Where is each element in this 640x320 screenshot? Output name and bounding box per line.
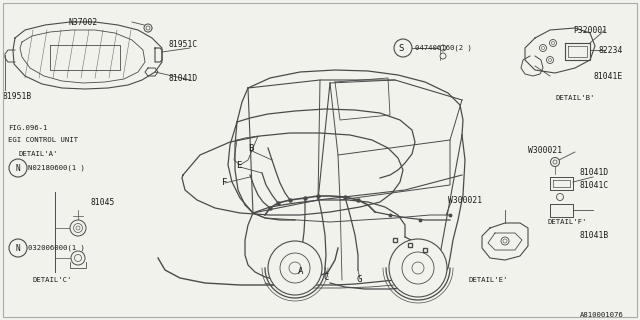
Text: A: A bbox=[298, 268, 303, 276]
Text: N: N bbox=[16, 244, 20, 252]
Text: DETAIL'C': DETAIL'C' bbox=[32, 277, 72, 283]
Text: EGI CONTROL UNIT: EGI CONTROL UNIT bbox=[8, 137, 78, 143]
Text: 81045: 81045 bbox=[90, 197, 115, 206]
Text: S: S bbox=[398, 44, 404, 52]
Circle shape bbox=[503, 239, 507, 243]
Text: E: E bbox=[236, 161, 241, 170]
Circle shape bbox=[541, 46, 545, 50]
Circle shape bbox=[557, 194, 563, 201]
Text: 81041E: 81041E bbox=[594, 71, 623, 81]
Text: G: G bbox=[356, 276, 362, 284]
Text: N37002: N37002 bbox=[68, 18, 97, 27]
Text: N: N bbox=[16, 164, 20, 172]
Text: W300021: W300021 bbox=[448, 196, 482, 204]
Circle shape bbox=[389, 239, 447, 297]
Circle shape bbox=[146, 26, 150, 30]
Text: 047406160(2 ): 047406160(2 ) bbox=[415, 45, 472, 51]
Text: 81041D: 81041D bbox=[168, 74, 197, 83]
Circle shape bbox=[540, 44, 547, 52]
Text: A810001076: A810001076 bbox=[580, 312, 624, 318]
Circle shape bbox=[280, 253, 310, 283]
Text: 81951C: 81951C bbox=[168, 39, 197, 49]
Text: 81041C: 81041C bbox=[580, 180, 609, 189]
Circle shape bbox=[71, 251, 85, 265]
Text: N02180600(1 ): N02180600(1 ) bbox=[28, 165, 85, 171]
Text: 032006000(1 ): 032006000(1 ) bbox=[28, 245, 85, 251]
Circle shape bbox=[547, 57, 554, 63]
Circle shape bbox=[440, 53, 446, 59]
Text: F: F bbox=[222, 178, 227, 187]
Circle shape bbox=[552, 42, 554, 44]
Circle shape bbox=[548, 59, 552, 61]
Text: W300021: W300021 bbox=[528, 146, 562, 155]
Circle shape bbox=[550, 157, 559, 166]
Circle shape bbox=[70, 220, 86, 236]
Circle shape bbox=[268, 241, 322, 295]
Text: P320001: P320001 bbox=[573, 26, 607, 35]
Circle shape bbox=[74, 254, 81, 261]
Circle shape bbox=[74, 223, 83, 233]
Text: B: B bbox=[248, 143, 253, 153]
Circle shape bbox=[402, 252, 434, 284]
Text: 82234: 82234 bbox=[598, 45, 623, 54]
Circle shape bbox=[412, 262, 424, 274]
Circle shape bbox=[553, 160, 557, 164]
Circle shape bbox=[501, 237, 509, 245]
Text: DETAIL'E': DETAIL'E' bbox=[468, 277, 508, 283]
Text: DETAIL'F': DETAIL'F' bbox=[548, 219, 588, 225]
Text: DETAIL'A': DETAIL'A' bbox=[18, 151, 58, 157]
Circle shape bbox=[440, 45, 446, 51]
Text: 81041B: 81041B bbox=[580, 230, 609, 239]
Circle shape bbox=[394, 39, 412, 57]
Text: DETAIL'B': DETAIL'B' bbox=[555, 95, 595, 101]
Text: 81951B: 81951B bbox=[2, 92, 31, 100]
Circle shape bbox=[9, 159, 27, 177]
Circle shape bbox=[550, 39, 557, 46]
Circle shape bbox=[144, 24, 152, 32]
Text: FIG.096-1: FIG.096-1 bbox=[8, 125, 47, 131]
Circle shape bbox=[289, 262, 301, 274]
Circle shape bbox=[9, 239, 27, 257]
Text: 81041D: 81041D bbox=[580, 167, 609, 177]
Circle shape bbox=[76, 226, 80, 230]
Text: C: C bbox=[323, 274, 328, 283]
